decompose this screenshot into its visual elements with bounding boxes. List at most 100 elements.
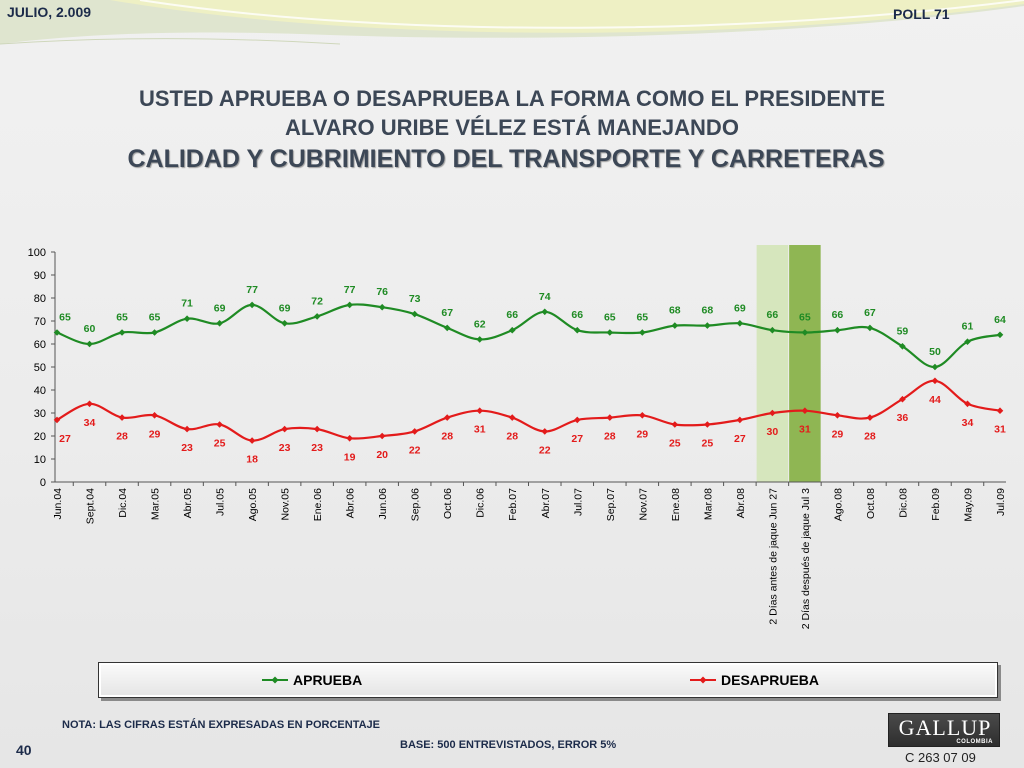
x-tick-label: Abr.06	[345, 488, 357, 519]
line-chart: 0 10 20 30 40 50 60 70 80 90 100 Jun.04 Sept.04 Dic.0…	[28, 245, 1007, 629]
x-tick-label: Sep.06	[410, 488, 422, 521]
y-tick-label: 90	[34, 270, 46, 282]
data-point	[411, 428, 418, 435]
title-line-2: ALVARO URIBE VÉLEZ ESTÁ MANEJANDO	[285, 115, 739, 140]
data-point	[313, 425, 321, 433]
data-label: 29	[636, 428, 648, 440]
data-label: 74	[539, 291, 551, 303]
data-point	[573, 326, 581, 334]
data-label: 69	[214, 302, 226, 314]
data-point	[671, 322, 679, 329]
series-line	[56, 379, 1001, 442]
data-label: 65	[636, 312, 648, 324]
data-label: 25	[702, 438, 714, 450]
x-tick-label: 2 Días antes de jaque Jun 27	[767, 488, 779, 625]
data-point	[346, 301, 353, 309]
data-label: 27	[734, 433, 746, 445]
data-label: 64	[994, 314, 1006, 326]
data-label: 67	[864, 307, 876, 319]
highlight-bands	[756, 245, 821, 482]
data-label: 44	[929, 394, 941, 406]
data-point	[736, 320, 744, 327]
legend-item-desaprueba: DESAPRUEBA	[690, 663, 819, 697]
legend-label-desaprueba: DESAPRUEBA	[721, 672, 820, 688]
y-tick-label: 50	[34, 362, 46, 374]
x-tick-label: Nov.05	[280, 488, 292, 521]
data-label: 31	[799, 424, 811, 436]
data-label: 34	[962, 417, 974, 429]
data-point	[866, 324, 874, 332]
highlight-band	[789, 245, 821, 482]
highlight-band	[756, 245, 789, 482]
data-label: 19	[344, 451, 356, 463]
x-tick-label: Ene.06	[312, 488, 324, 521]
data-label: 66	[506, 309, 518, 321]
data-label: 69	[734, 302, 746, 314]
data-point	[378, 432, 386, 440]
data-point	[964, 400, 971, 408]
data-point	[476, 407, 484, 414]
data-point	[86, 340, 93, 348]
data-point	[834, 326, 841, 334]
data-point	[801, 407, 809, 414]
data-label: 65	[149, 312, 161, 324]
data-label: 67	[441, 307, 453, 319]
data-point	[606, 414, 614, 421]
data-point	[964, 338, 971, 345]
logo-subtext: COLOMBIA	[956, 739, 993, 745]
poll-date: JULIO, 2.009	[7, 4, 92, 20]
x-tick-label: Ene.08	[670, 488, 682, 521]
data-label: 50	[929, 346, 941, 358]
legend-item-aprueba: APRUEBA	[262, 663, 362, 697]
data-label: 23	[279, 442, 291, 454]
data-point	[704, 322, 711, 329]
x-tick-label: Feb.07	[507, 488, 519, 521]
data-point	[476, 336, 484, 343]
x-tick-label: Ago.05	[247, 488, 259, 521]
data-point	[508, 414, 516, 421]
gallup-logo: GALLUP COLOMBIA	[888, 713, 1000, 747]
data-point	[996, 331, 1004, 339]
data-label: 65	[116, 312, 128, 324]
y-tick-label: 30	[34, 408, 46, 420]
data-label: 28	[441, 431, 453, 443]
data-label: 30	[767, 426, 779, 438]
data-label: 68	[702, 305, 714, 317]
data-point	[378, 303, 386, 311]
data-label: 28	[506, 431, 518, 443]
x-tick-label: Dic.04	[117, 488, 129, 518]
data-label: 23	[181, 442, 193, 454]
data-point	[86, 400, 93, 408]
data-point	[216, 421, 223, 428]
x-tick-label: Sep.07	[605, 488, 617, 521]
data-label: 20	[376, 449, 388, 461]
data-point	[996, 407, 1004, 414]
data-point	[118, 329, 126, 336]
data-label: 72	[311, 295, 323, 307]
x-tick-label: May.09	[962, 488, 974, 522]
title-line-3: CALIDAD Y CUBRIMIENTO DEL TRANSPORTE Y C…	[127, 145, 885, 173]
x-tick-label: Mar.08	[702, 488, 714, 520]
y-tick-label: 60	[34, 339, 46, 351]
data-point	[443, 414, 451, 421]
legend-label-aprueba: APRUEBA	[293, 672, 363, 688]
y-tick-label: 10	[34, 454, 46, 466]
data-point	[736, 416, 744, 424]
x-tick-label: Jul.09	[995, 488, 1007, 516]
y-tick-label: 40	[34, 385, 46, 397]
data-point	[216, 320, 223, 327]
y-tick-label: 20	[34, 431, 46, 443]
data-label: 25	[214, 438, 226, 450]
data-label: 65	[59, 312, 71, 324]
data-label: 22	[409, 444, 421, 456]
legend-marker-desaprueba	[690, 676, 716, 684]
chart-legend: APRUEBA DESAPRUEBA	[98, 662, 998, 698]
data-point	[508, 326, 516, 334]
header-decoration	[0, 0, 1024, 45]
data-point	[183, 315, 191, 322]
data-label: 66	[767, 309, 779, 321]
y-tick-label: 80	[34, 293, 46, 305]
data-point	[801, 329, 809, 336]
data-label: 31	[474, 424, 486, 436]
data-point	[606, 329, 614, 336]
